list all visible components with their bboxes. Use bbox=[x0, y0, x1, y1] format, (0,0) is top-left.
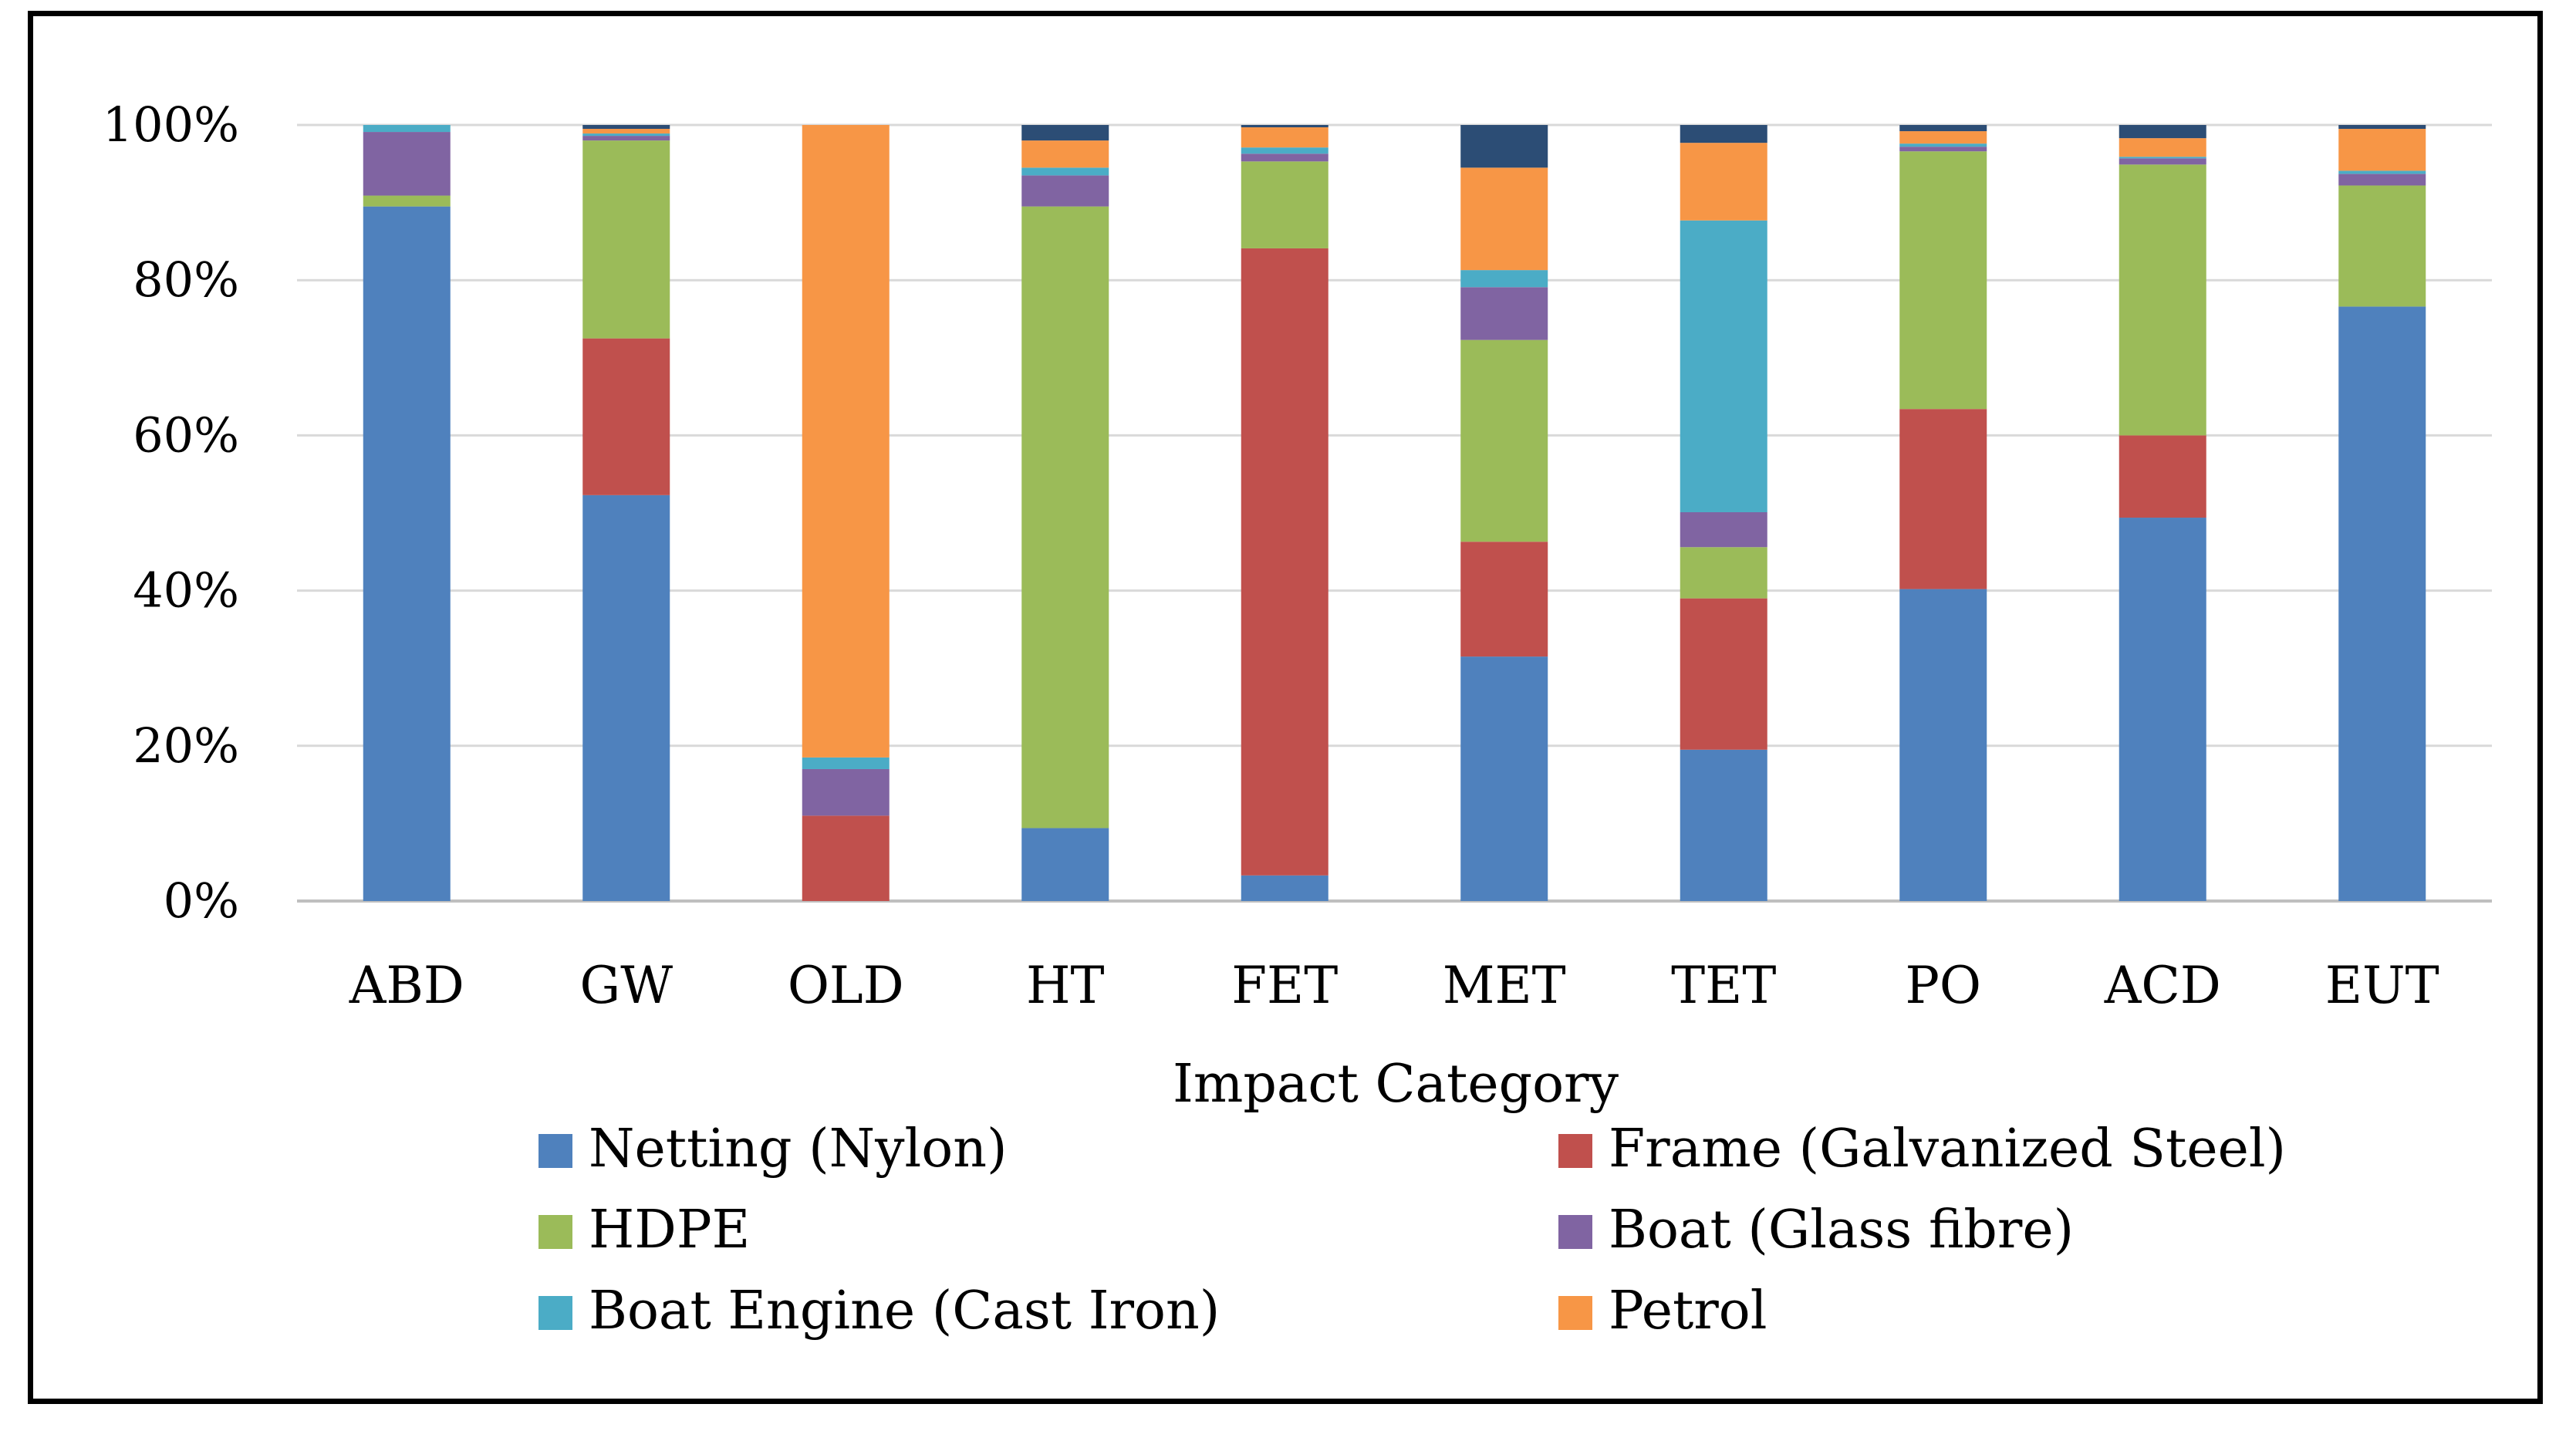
bar-segment bbox=[802, 768, 890, 816]
bar-segment bbox=[1680, 547, 1767, 599]
bar-segment bbox=[363, 125, 451, 133]
bar-segment bbox=[1680, 125, 1767, 143]
bar-segment bbox=[582, 133, 670, 137]
bar-segment bbox=[2338, 129, 2426, 171]
legend: Netting (Nylon) Frame (Galvanized Steel) H… bbox=[538, 1119, 2286, 1342]
legend-swatch bbox=[1558, 1215, 1592, 1249]
x-category-label: ACD bbox=[2104, 956, 2221, 1015]
y-tick-label: 80% bbox=[133, 251, 239, 308]
bar-segment bbox=[582, 136, 670, 141]
y-tick-label: 20% bbox=[133, 717, 239, 774]
bars bbox=[363, 125, 2426, 901]
bar-segment bbox=[1460, 270, 1548, 288]
bar-segment bbox=[1680, 749, 1767, 901]
legend-label: Boat Engine (Cast Iron) bbox=[589, 1281, 1220, 1342]
legend-swatch bbox=[538, 1134, 572, 1168]
x-category-label: HT bbox=[1026, 956, 1105, 1015]
legend-label: Petrol bbox=[1609, 1281, 1767, 1342]
x-category-label: GW bbox=[579, 956, 673, 1015]
bar-segment bbox=[802, 815, 890, 901]
bar-segment bbox=[582, 129, 670, 134]
bar-segment bbox=[363, 132, 451, 196]
bar-segment bbox=[1241, 154, 1329, 162]
bar-segment bbox=[582, 338, 670, 495]
bar-segment bbox=[802, 125, 890, 758]
bar-segment bbox=[2119, 435, 2206, 518]
bar-segment bbox=[1460, 542, 1548, 657]
bar-segment bbox=[1241, 127, 1329, 148]
x-category-label: TET bbox=[1671, 956, 1776, 1015]
x-category-label: EUT bbox=[2325, 956, 2439, 1015]
bar-segment bbox=[1460, 287, 1548, 340]
y-tick-label: 100% bbox=[103, 96, 239, 153]
bar-segment bbox=[363, 206, 451, 901]
bar-segment bbox=[1021, 140, 1109, 168]
bar-segment bbox=[2338, 185, 2426, 307]
bar-segment bbox=[1460, 125, 1548, 168]
bar-segment bbox=[2119, 164, 2206, 436]
legend-label: Frame (Galvanized Steel) bbox=[1609, 1119, 2286, 1180]
bar-segment bbox=[1899, 131, 1987, 144]
bar-segment bbox=[582, 140, 670, 339]
bar-segment bbox=[1899, 409, 1987, 589]
bar-segment bbox=[2119, 138, 2206, 157]
bar-segment bbox=[2119, 157, 2206, 159]
bar-segment bbox=[1021, 206, 1109, 829]
bar-segment bbox=[1899, 589, 1987, 901]
bar-segment bbox=[2338, 174, 2426, 186]
x-category-label: ABD bbox=[349, 956, 464, 1015]
legend-swatch bbox=[1558, 1134, 1592, 1168]
bar-segment bbox=[802, 757, 890, 769]
x-axis-categories: ABD GW OLD HT FET MET TET PO ACD EUT bbox=[349, 956, 2439, 1015]
bar-segment bbox=[582, 125, 670, 130]
bar-segment bbox=[2119, 518, 2206, 901]
bar-segment bbox=[1021, 828, 1109, 901]
legend-label: Boat (Glass fibre) bbox=[1609, 1200, 2074, 1261]
bar-segment bbox=[363, 195, 451, 207]
legend-swatch bbox=[538, 1296, 572, 1330]
y-tick-label: 0% bbox=[164, 872, 239, 929]
bar-segment bbox=[1241, 875, 1329, 901]
bar-segment bbox=[2119, 125, 2206, 139]
bar-segment bbox=[1899, 125, 1987, 132]
bar-segment bbox=[1680, 143, 1767, 221]
legend-swatch bbox=[1558, 1296, 1592, 1330]
bar-segment bbox=[1899, 143, 1987, 147]
legend-label: Netting (Nylon) bbox=[589, 1119, 1008, 1180]
bar-segment bbox=[1680, 598, 1767, 750]
x-category-label: OLD bbox=[788, 956, 904, 1015]
bar-segment bbox=[1460, 167, 1548, 271]
x-category-label: FET bbox=[1231, 956, 1338, 1015]
bar-segment bbox=[2119, 158, 2206, 165]
bar-segment bbox=[1241, 161, 1329, 248]
bar-segment bbox=[1460, 656, 1548, 901]
bar-segment bbox=[2338, 170, 2426, 174]
legend-label: HDPE bbox=[589, 1200, 750, 1261]
bar-segment bbox=[1899, 151, 1987, 410]
bar-segment bbox=[1680, 220, 1767, 512]
bar-segment bbox=[1021, 175, 1109, 207]
y-tick-label: 40% bbox=[133, 562, 239, 619]
x-axis-title: Impact Category bbox=[1173, 1054, 1619, 1115]
legend-swatch bbox=[538, 1215, 572, 1249]
y-axis-ticks: 0% 20% 40% 60% 80% 100% bbox=[103, 96, 239, 929]
bar-segment bbox=[582, 494, 670, 901]
x-category-label: MET bbox=[1443, 956, 1566, 1015]
bar-segment bbox=[1021, 167, 1109, 176]
y-tick-label: 60% bbox=[133, 407, 239, 463]
bar-segment bbox=[2338, 306, 2426, 901]
bar-segment bbox=[1021, 125, 1109, 141]
bar-segment bbox=[1460, 339, 1548, 542]
bar-segment bbox=[1241, 147, 1329, 154]
bar-segment bbox=[1241, 248, 1329, 876]
bar-segment bbox=[1241, 125, 1329, 128]
x-category-label: PO bbox=[1905, 956, 1981, 1015]
bar-segment bbox=[2338, 125, 2426, 130]
bar-segment bbox=[1899, 147, 1987, 152]
bar-segment bbox=[1680, 511, 1767, 548]
